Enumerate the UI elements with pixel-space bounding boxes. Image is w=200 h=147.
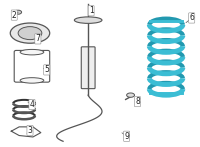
Text: 1: 1 [89, 6, 94, 15]
Text: 4: 4 [30, 100, 34, 109]
Ellipse shape [74, 17, 102, 23]
Ellipse shape [127, 93, 135, 97]
Text: 8: 8 [135, 97, 140, 106]
Text: 5: 5 [44, 65, 49, 74]
Text: 6: 6 [189, 14, 194, 22]
Text: 7: 7 [35, 34, 40, 43]
FancyBboxPatch shape [81, 47, 95, 89]
Text: 3: 3 [28, 126, 32, 135]
Ellipse shape [15, 10, 22, 14]
Ellipse shape [20, 78, 44, 83]
Ellipse shape [18, 27, 42, 40]
Text: 2: 2 [12, 11, 17, 20]
Ellipse shape [20, 49, 44, 55]
Ellipse shape [10, 23, 50, 43]
Text: 9: 9 [124, 132, 129, 141]
